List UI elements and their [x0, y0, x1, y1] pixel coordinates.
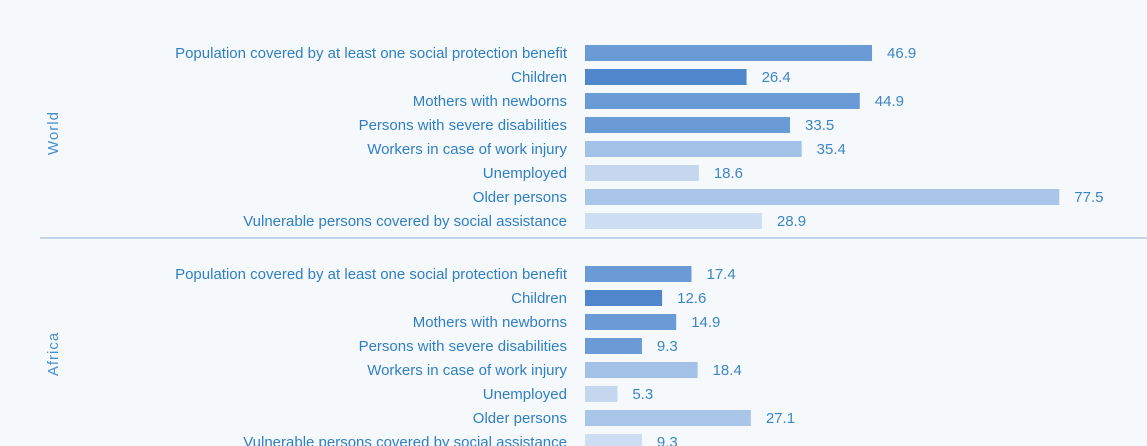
value-label: 9.3	[657, 338, 678, 355]
value-label: 44.9	[875, 93, 904, 110]
category-label: Children	[511, 290, 567, 307]
category-label: Vulnerable persons covered by social ass…	[243, 213, 567, 230]
category-label: Vulnerable persons covered by social ass…	[243, 434, 567, 446]
chart-groups: World Population covered by at least one …	[40, 45, 1147, 446]
bar	[585, 141, 802, 157]
bar	[585, 386, 618, 402]
value-label: 28.9	[777, 213, 806, 230]
bar	[585, 410, 751, 426]
category-label: Older persons	[473, 410, 567, 427]
bar	[585, 434, 642, 446]
value-label: 27.1	[766, 410, 795, 427]
category-label: Population covered by at least one socia…	[175, 45, 568, 62]
bar	[585, 213, 762, 229]
value-label: 18.4	[713, 362, 742, 379]
category-label: Population covered by at least one socia…	[175, 266, 568, 283]
category-label: Persons with severe disabilities	[359, 338, 567, 355]
bar	[585, 362, 698, 378]
bar	[585, 45, 873, 61]
category-label: Mothers with newborns	[413, 93, 567, 110]
bar	[585, 338, 642, 354]
bar	[585, 117, 791, 133]
value-label: 14.9	[691, 314, 720, 331]
value-label: 26.4	[762, 69, 791, 86]
group-africa: Africa Population covered by at least one…	[45, 266, 795, 446]
bar	[585, 165, 699, 181]
value-label: 5.3	[632, 386, 653, 403]
bar	[585, 93, 860, 109]
bar	[585, 189, 1060, 205]
category-label: Workers in case of work injury	[367, 141, 567, 158]
value-label: 46.9	[887, 45, 916, 62]
value-label: 12.6	[677, 290, 706, 307]
bar	[585, 290, 663, 306]
category-label: Persons with severe disabilities	[359, 117, 567, 134]
category-label: Older persons	[473, 189, 567, 206]
category-label: Mothers with newborns	[413, 314, 567, 331]
category-label: Workers in case of work injury	[367, 362, 567, 379]
value-label: 77.5	[1074, 189, 1103, 206]
group-label: World	[45, 111, 62, 155]
group-world: World Population covered by at least one …	[45, 45, 1104, 230]
category-label: Unemployed	[483, 386, 567, 403]
category-label: Unemployed	[483, 165, 567, 182]
value-label: 33.5	[805, 117, 834, 134]
category-label: Children	[511, 69, 567, 86]
bar	[585, 69, 747, 85]
value-label: 17.4	[706, 266, 735, 283]
bar	[585, 314, 677, 330]
group-label: Africa	[45, 332, 62, 376]
value-label: 35.4	[817, 141, 846, 158]
bar	[585, 266, 692, 282]
value-label: 9.3	[657, 434, 678, 446]
value-label: 18.6	[714, 165, 743, 182]
